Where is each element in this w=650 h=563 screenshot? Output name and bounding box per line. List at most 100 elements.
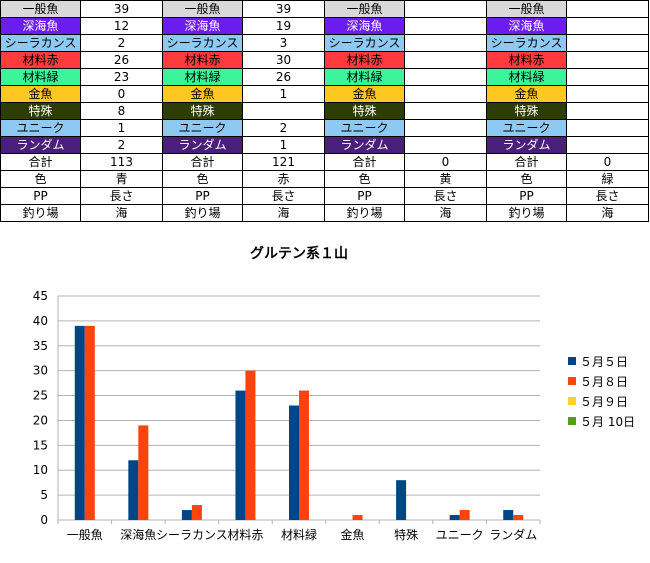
table-cell[interactable]: 39	[242, 0, 325, 18]
table-cell[interactable]: 12	[80, 17, 163, 35]
table-cell[interactable]: 材料赤	[0, 51, 81, 69]
table-cell[interactable]: 金魚	[486, 85, 567, 103]
table-cell[interactable]: PP	[0, 187, 81, 205]
table-cell[interactable]	[404, 119, 487, 137]
table-cell[interactable]	[566, 51, 649, 69]
table-cell[interactable]: 色	[162, 170, 243, 188]
table-cell[interactable]: 特殊	[324, 102, 405, 120]
table-cell[interactable]: 深海魚	[162, 17, 243, 35]
table-cell[interactable]: ランダム	[162, 136, 243, 154]
table-cell[interactable]: 一般魚	[162, 0, 243, 18]
table-cell[interactable]: ランダム	[0, 136, 81, 154]
table-cell[interactable]	[404, 51, 487, 69]
table-cell[interactable]: ユニーク	[324, 119, 405, 137]
table-cell[interactable]: 海	[242, 204, 325, 222]
table-cell[interactable]: 113	[80, 153, 163, 171]
table-cell[interactable]	[404, 17, 487, 35]
table-cell[interactable]: 1	[242, 85, 325, 103]
table-cell[interactable]	[404, 34, 487, 52]
table-cell[interactable]: 色	[0, 170, 81, 188]
table-cell[interactable]: 材料赤	[162, 51, 243, 69]
table-cell[interactable]	[566, 136, 649, 154]
table-cell[interactable]: 2	[242, 119, 325, 137]
table-cell[interactable]: 材料緑	[0, 68, 81, 86]
table-cell[interactable]: 材料赤	[324, 51, 405, 69]
table-cell[interactable]: 色	[324, 170, 405, 188]
table-cell[interactable]: 23	[80, 68, 163, 86]
table-cell[interactable]: 緑	[566, 170, 649, 188]
table-cell[interactable]: 金魚	[324, 85, 405, 103]
table-cell[interactable]: 海	[566, 204, 649, 222]
table-cell[interactable]	[404, 102, 487, 120]
table-cell[interactable]: 1	[80, 119, 163, 137]
table-cell[interactable]	[566, 119, 649, 137]
table-cell[interactable]	[566, 0, 649, 18]
table-cell[interactable]: 特殊	[162, 102, 243, 120]
table-cell[interactable]: 30	[242, 51, 325, 69]
table-cell[interactable]: 釣り場	[324, 204, 405, 222]
table-cell[interactable]: 一般魚	[486, 0, 567, 18]
table-cell[interactable]: 金魚	[162, 85, 243, 103]
table-cell[interactable]: 材料赤	[486, 51, 567, 69]
table-cell[interactable]: 黄	[404, 170, 487, 188]
table-cell[interactable]: 材料緑	[486, 68, 567, 86]
table-cell[interactable]: 深海魚	[486, 17, 567, 35]
table-cell[interactable]: 8	[80, 102, 163, 120]
table-cell[interactable]	[566, 68, 649, 86]
table-cell[interactable]: 青	[80, 170, 163, 188]
table-cell[interactable]: 特殊	[0, 102, 81, 120]
table-cell[interactable]: 釣り場	[162, 204, 243, 222]
table-cell[interactable]	[566, 17, 649, 35]
table-cell[interactable]: ランダム	[324, 136, 405, 154]
table-cell[interactable]: 深海魚	[324, 17, 405, 35]
table-cell[interactable]: 長さ	[242, 187, 325, 205]
table-cell[interactable]: 海	[80, 204, 163, 222]
table-cell[interactable]: 釣り場	[486, 204, 567, 222]
table-cell[interactable]: 2	[80, 136, 163, 154]
table-cell[interactable]: 26	[242, 68, 325, 86]
table-cell[interactable]: シーラカンス	[162, 34, 243, 52]
table-cell[interactable]: 合計	[324, 153, 405, 171]
table-cell[interactable]: 長さ	[404, 187, 487, 205]
table-cell[interactable]: 長さ	[80, 187, 163, 205]
table-cell[interactable]: 赤	[242, 170, 325, 188]
table-cell[interactable]: ランダム	[486, 136, 567, 154]
table-cell[interactable]	[404, 136, 487, 154]
table-cell[interactable]: 合計	[486, 153, 567, 171]
table-cell[interactable]: 121	[242, 153, 325, 171]
table-cell[interactable]: ユニーク	[0, 119, 81, 137]
table-cell[interactable]	[566, 85, 649, 103]
table-cell[interactable]	[566, 34, 649, 52]
table-cell[interactable]: 合計	[0, 153, 81, 171]
table-cell[interactable]: PP	[324, 187, 405, 205]
table-cell[interactable]: ユニーク	[486, 119, 567, 137]
table-cell[interactable]: 19	[242, 17, 325, 35]
table-cell[interactable]	[242, 102, 325, 120]
table-cell[interactable]: 0	[404, 153, 487, 171]
table-cell[interactable]: シーラカンス	[324, 34, 405, 52]
table-cell[interactable]: 1	[242, 136, 325, 154]
table-cell[interactable]: ユニーク	[162, 119, 243, 137]
table-cell[interactable]: 材料緑	[162, 68, 243, 86]
table-cell[interactable]: 2	[80, 34, 163, 52]
table-cell[interactable]	[404, 0, 487, 18]
table-cell[interactable]: 0	[566, 153, 649, 171]
table-cell[interactable]: 金魚	[0, 85, 81, 103]
table-cell[interactable]: 特殊	[486, 102, 567, 120]
table-cell[interactable]: PP	[162, 187, 243, 205]
table-cell[interactable]: 合計	[162, 153, 243, 171]
table-cell[interactable]	[404, 85, 487, 103]
table-cell[interactable]: 釣り場	[0, 204, 81, 222]
table-cell[interactable]: 39	[80, 0, 163, 18]
table-cell[interactable]: PP	[486, 187, 567, 205]
table-cell[interactable]	[404, 68, 487, 86]
table-cell[interactable]: 一般魚	[0, 0, 81, 18]
table-cell[interactable]: 3	[242, 34, 325, 52]
table-cell[interactable]: 海	[404, 204, 487, 222]
table-cell[interactable]: シーラカンス	[486, 34, 567, 52]
table-cell[interactable]: 一般魚	[324, 0, 405, 18]
table-cell[interactable]: シーラカンス	[0, 34, 81, 52]
table-cell[interactable]: 0	[80, 85, 163, 103]
table-cell[interactable]: 26	[80, 51, 163, 69]
table-cell[interactable]	[566, 102, 649, 120]
